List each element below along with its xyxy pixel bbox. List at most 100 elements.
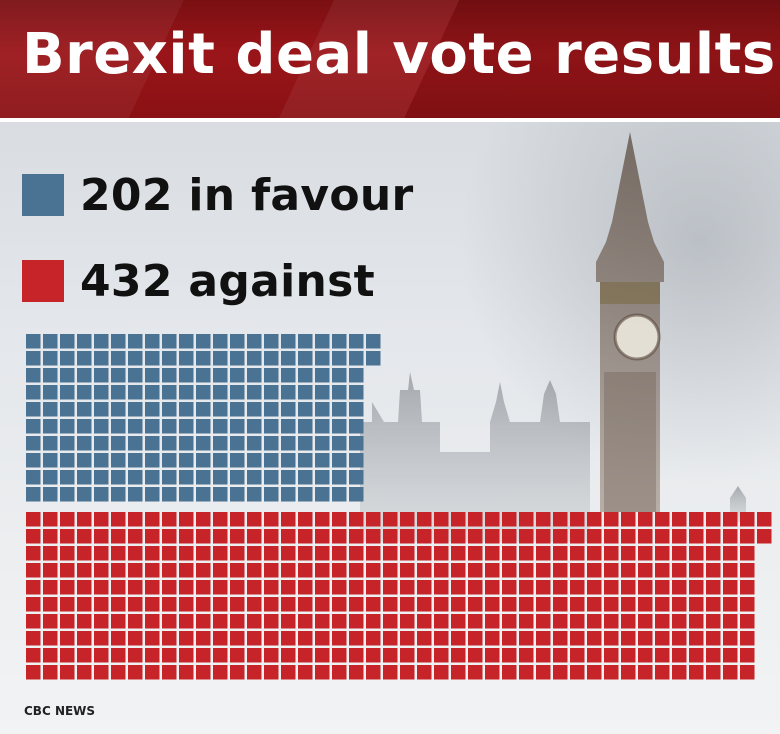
waffle-square-against <box>213 529 228 544</box>
waffle-square-in-favour <box>315 419 330 434</box>
waffle-square-against <box>162 580 177 595</box>
waffle-square-in-favour <box>196 419 211 434</box>
waffle-square-against <box>502 512 517 527</box>
waffle-square-against <box>400 512 415 527</box>
waffle-square-in-favour <box>179 436 194 451</box>
waffle-square-against <box>638 648 653 663</box>
waffle-square-in-favour <box>179 453 194 468</box>
waffle-square-against <box>723 546 738 561</box>
waffle-square-against <box>60 597 75 612</box>
waffle-square-in-favour <box>247 470 262 485</box>
waffle-square-in-favour <box>111 334 126 349</box>
waffle-square-in-favour <box>77 368 92 383</box>
waffle-square-in-favour <box>128 351 143 366</box>
waffle-square-against <box>451 631 466 646</box>
waffle-square-against <box>638 580 653 595</box>
waffle-square-against <box>553 546 568 561</box>
waffle-square-against <box>519 512 534 527</box>
waffle-square-against <box>230 614 245 629</box>
waffle-square-against <box>366 614 381 629</box>
waffle-square-against <box>213 614 228 629</box>
waffle-square-against <box>196 563 211 578</box>
waffle-square-in-favour <box>230 436 245 451</box>
waffle-square-against <box>740 614 755 629</box>
waffle-square-against <box>264 512 279 527</box>
waffle-square-against <box>60 529 75 544</box>
waffle-square-in-favour <box>213 419 228 434</box>
waffle-square-against <box>400 546 415 561</box>
waffle-square-against <box>230 512 245 527</box>
waffle-square-in-favour <box>77 351 92 366</box>
waffle-square-against <box>145 648 160 663</box>
waffle-square-in-favour <box>43 351 58 366</box>
waffle-square-against <box>757 512 772 527</box>
waffle-square-in-favour <box>247 453 262 468</box>
waffle-square-against <box>740 563 755 578</box>
waffle-square-in-favour <box>264 470 279 485</box>
waffle-square-against <box>77 614 92 629</box>
waffle-square-against <box>587 614 602 629</box>
waffle-square-against <box>332 529 347 544</box>
waffle-square-against <box>145 529 160 544</box>
waffle-square-in-favour <box>26 334 41 349</box>
waffle-square-against <box>111 563 126 578</box>
waffle-square-against <box>43 631 58 646</box>
waffle-square-in-favour <box>111 436 126 451</box>
waffle-square-against <box>706 631 721 646</box>
waffle-square-in-favour <box>111 402 126 417</box>
waffle-square-against <box>570 614 585 629</box>
waffle-square-in-favour <box>43 487 58 502</box>
waffle-square-in-favour <box>94 368 109 383</box>
waffle-square-against <box>298 631 313 646</box>
waffle-square-against <box>315 546 330 561</box>
waffle-square-in-favour <box>179 487 194 502</box>
waffle-square-against <box>77 665 92 680</box>
waffle-square-against <box>434 631 449 646</box>
waffle-square-in-favour <box>264 487 279 502</box>
waffle-square-against <box>723 563 738 578</box>
waffle-square-against <box>689 665 704 680</box>
waffle-square-in-favour <box>281 385 296 400</box>
waffle-square-against <box>213 631 228 646</box>
waffle-square-against <box>536 631 551 646</box>
waffle-square-against <box>604 648 619 663</box>
waffle-square-against <box>281 665 296 680</box>
waffle-square-in-favour <box>94 487 109 502</box>
waffle-square-in-favour <box>94 334 109 349</box>
legend-item-in-favour: 202 in favour <box>22 166 414 224</box>
waffle-square-against <box>655 631 670 646</box>
waffle-square-against <box>587 631 602 646</box>
waffle-square-against <box>298 665 313 680</box>
waffle-square-against <box>672 529 687 544</box>
waffle-square-in-favour <box>179 470 194 485</box>
waffle-square-in-favour <box>298 368 313 383</box>
waffle-square-against <box>417 631 432 646</box>
waffle-square-against <box>264 546 279 561</box>
waffle-square-against <box>451 546 466 561</box>
waffle-square-in-favour <box>179 368 194 383</box>
waffle-square-against <box>451 580 466 595</box>
waffle-square-against <box>349 529 364 544</box>
waffle-square-against <box>128 614 143 629</box>
waffle-square-against <box>111 546 126 561</box>
waffle-square-in-favour <box>26 470 41 485</box>
waffle-square-against <box>26 597 41 612</box>
waffle-square-against <box>213 563 228 578</box>
waffle-square-against <box>570 563 585 578</box>
waffle-square-against <box>77 580 92 595</box>
waffle-square-in-favour <box>111 368 126 383</box>
waffle-square-against <box>417 648 432 663</box>
waffle-square-against <box>162 512 177 527</box>
waffle-square-against <box>94 614 109 629</box>
waffle-square-in-favour <box>162 385 177 400</box>
waffle-square-against <box>689 614 704 629</box>
waffle-square-against <box>553 529 568 544</box>
waffle-square-against <box>26 631 41 646</box>
waffle-square-against <box>672 614 687 629</box>
waffle-square-against <box>621 665 636 680</box>
waffle-square-against <box>264 597 279 612</box>
waffle-square-against <box>672 546 687 561</box>
waffle-square-against <box>689 648 704 663</box>
waffle-square-against <box>587 648 602 663</box>
waffle-square-against <box>723 648 738 663</box>
